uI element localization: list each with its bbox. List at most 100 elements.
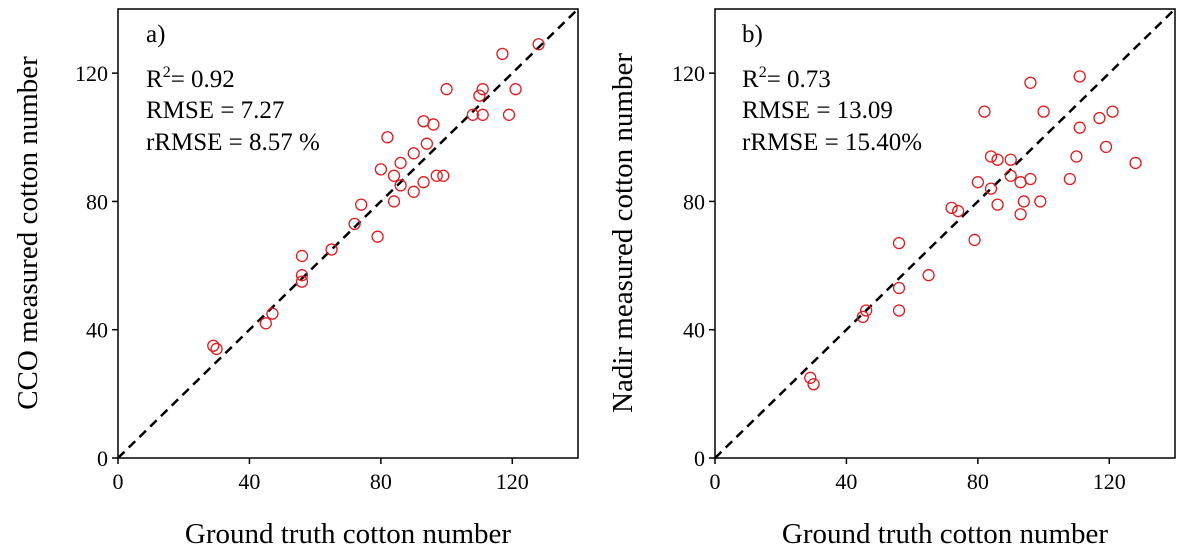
panel-a-ticks: 0 40 80 120 0 40 80 120 [75, 61, 529, 494]
panel-b-plot-frame [714, 8, 1176, 459]
panel-a-data-point [502, 108, 516, 121]
panel-b-data-point [991, 198, 1004, 211]
panel-b-data-point [1004, 169, 1017, 182]
panel-b-data-point [892, 236, 906, 250]
panel-a-data-point [407, 147, 420, 160]
panel-b-y-tick-label-0: 0 [694, 446, 705, 471]
panel-b-data-point [807, 378, 820, 391]
panel-b-data-point [856, 310, 870, 324]
panel-b-data-point [1070, 150, 1083, 163]
panel-b-ticks: 0 40 80 120 0 40 80 120 [672, 61, 1126, 494]
panel-b-rmse-stat: RMSE = 13.09 [742, 97, 893, 124]
panel-a-data-point [354, 198, 368, 211]
panel-a-label: a) [146, 21, 165, 48]
panel-a-data-point [430, 169, 443, 182]
panel-b-data-point [922, 269, 935, 282]
panel-b-data-point [984, 150, 998, 163]
panel-b-data-point [1034, 195, 1047, 208]
panel-a-x-axis-label: Ground truth cotton number [185, 518, 512, 550]
panel-b-data-point [1099, 140, 1113, 154]
panel-a-data-point [466, 108, 480, 121]
panel-b-data-point [892, 281, 906, 295]
panel-b-rrmse-stat: rRMSE = 15.40% [742, 129, 922, 156]
panel-a-y-axis-label: CCO measured cotton number [12, 56, 44, 410]
panel-a-x-tick-label-40: 40 [238, 469, 260, 494]
panel-a-x-tick-label-80: 80 [370, 469, 392, 494]
panel-b-data-point [1093, 111, 1106, 125]
panel-b-x-tick-label-120: 120 [1093, 469, 1126, 494]
panel-a-data-point [394, 156, 407, 170]
panel-a: 0 40 80 120 0 40 80 120 a) R2= 0.92 RMSE = 7.27… [12, 8, 579, 550]
panel-b-data-point [1004, 153, 1017, 166]
panel-a-data-point [473, 89, 486, 102]
panel-a-data-point [387, 195, 401, 208]
panel-b-data-point [1024, 172, 1037, 186]
panel-a-data-point [371, 230, 384, 243]
panel-a-data-point [437, 169, 450, 182]
panel-b-data-point [1017, 195, 1031, 208]
panel-a-data-point [394, 179, 407, 192]
panel-a-y-tick-label-120: 120 [75, 61, 108, 86]
panel-a-data-point [476, 108, 489, 121]
panel-a-y-tick-label-0: 0 [97, 446, 108, 471]
panel-a-data-point [532, 38, 545, 51]
panel-a-data-point [207, 339, 220, 352]
panel-a-data-point [348, 217, 361, 231]
panel-a-data-point [440, 83, 453, 96]
panel-a-rrmse-stat: rRMSE = 8.57 % [146, 129, 320, 156]
panel-a-data-point [295, 275, 309, 288]
panel-a-y-tick-label-80: 80 [86, 189, 108, 214]
panel-b-data-point [892, 304, 906, 317]
panel-b-data-point [1014, 208, 1027, 221]
panel-a-data-point [210, 342, 223, 356]
panel-b-x-tick-label-80: 80 [967, 469, 989, 494]
panel-a-data-point [476, 83, 489, 96]
panel-b-data-point [971, 176, 985, 189]
panel-b-data-point [1106, 105, 1119, 118]
panel-b-data-point [991, 153, 1004, 166]
panel-a-data-point [427, 118, 440, 131]
panel-b-x-axis-label: Ground truth cotton number [782, 518, 1109, 550]
panel-b-data-point [1073, 121, 1086, 134]
panel-a-r2-stat: R2= 0.92 [146, 64, 235, 93]
panel-a-reference-line [117, 8, 579, 459]
panel-b-y-tick-label-80: 80 [683, 189, 705, 214]
panel-b: 0 40 80 120 0 40 80 120 b) R2= 0.73 RMSE = 13.0… [607, 8, 1176, 550]
panel-b-label: b) [742, 21, 763, 48]
panel-a-data-point [509, 83, 522, 96]
panel-a-data-point [325, 243, 338, 256]
panel-a-y-tick-label-40: 40 [86, 318, 108, 343]
panel-a-data-point [259, 317, 273, 330]
panel-a-data-point [407, 185, 420, 198]
panel-a-points [207, 38, 545, 356]
panel-a-data-point [374, 163, 388, 176]
panel-b-data-point [1063, 172, 1077, 186]
panel-b-data-point [951, 204, 965, 218]
panel-b-y-tick-label-40: 40 [683, 318, 705, 343]
panel-b-r2-stat: R2= 0.73 [742, 64, 831, 93]
panel-a-x-tick-label-120: 120 [496, 469, 529, 494]
panel-b-y-axis-label: Nadir measured cotton number [607, 53, 639, 413]
panel-b-data-point [945, 201, 958, 214]
panel-a-data-point [387, 169, 401, 182]
panel-b-x-tick-label-40: 40 [835, 469, 857, 494]
panel-b-points [804, 70, 1142, 391]
panel-b-reference-line [714, 8, 1176, 459]
panel-a-data-point [381, 131, 394, 144]
panel-a-data-point [266, 307, 279, 320]
panel-b-data-point [1037, 105, 1050, 118]
panel-a-data-point [295, 249, 309, 263]
panel-b-data-point [804, 371, 817, 384]
panel-b-x-tick-label-0: 0 [710, 469, 721, 494]
panel-b-data-point [859, 304, 873, 317]
panel-b-data-point [968, 233, 981, 247]
panel-b-data-point [984, 182, 998, 195]
panel-a-plot-frame [117, 8, 579, 459]
panel-a-data-point [295, 269, 309, 282]
panel-b-data-point [1024, 76, 1037, 89]
panel-a-data-point [496, 47, 509, 61]
panel-a-data-point [420, 137, 434, 150]
panel-a-data-point [417, 176, 430, 189]
panel-b-data-point [1129, 156, 1142, 170]
